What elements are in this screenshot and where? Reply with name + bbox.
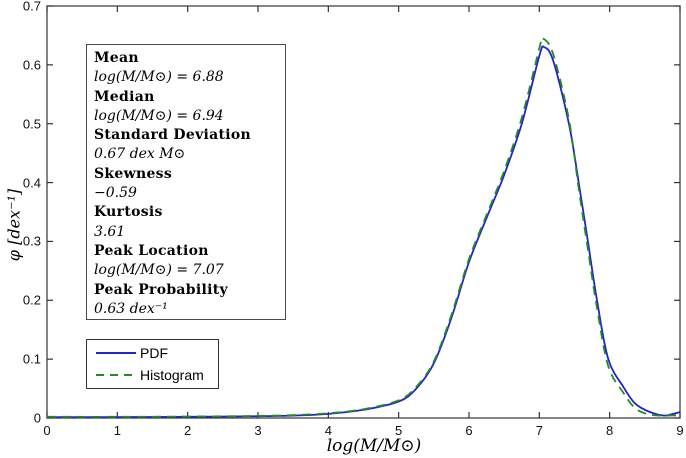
stat-value-peak-location: log(M/M⊙) = 7.07: [94, 262, 224, 279]
legend: PDF Histogram: [86, 339, 219, 389]
axes-frame: [46, 5, 681, 419]
y-tick-label: 0: [33, 410, 41, 426]
stat-label-peak-location: Peak Location: [94, 242, 209, 259]
y-tick-label: 0.3: [22, 233, 41, 249]
x-tick-label: 6: [465, 423, 473, 438]
stat-label-mean: Mean: [94, 50, 139, 66]
stat-label-peak-probability: Peak Probability: [94, 281, 228, 298]
histogram-line-swatch: [96, 374, 136, 376]
y-tick-label: 0.2: [22, 292, 41, 308]
stat-value-kurtosis: 3.61: [94, 223, 126, 240]
y-tick-label: 0.4: [22, 175, 41, 191]
x-tick-label: 7: [535, 423, 543, 438]
legend-entry-histogram: Histogram: [87, 364, 218, 386]
pdf-curve: [46, 45, 681, 419]
stat-label-skewness: Skewness: [94, 165, 173, 182]
legend-label-histogram: Histogram: [140, 367, 204, 383]
stat-value-skewness: −0.59: [94, 185, 137, 202]
y-tick-label: 0.6: [22, 57, 41, 73]
stat-label-kurtosis: Kurtosis: [94, 204, 163, 221]
pdf-line-swatch: [96, 352, 136, 354]
x-tick-label: 3: [254, 423, 262, 438]
stat-label-median: Median: [94, 88, 155, 105]
x-tick-label: 2: [184, 423, 192, 438]
stat-value-median: log(M/M⊙) = 6.94: [94, 107, 224, 124]
tick-marks: [46, 5, 681, 419]
stat-label-std-deviation: Standard Deviation: [94, 127, 252, 144]
x-tick-label: 1: [113, 423, 121, 438]
x-tick-label: 9: [676, 423, 684, 438]
x-tick-label: 4: [324, 423, 332, 438]
stat-value-peak-probability: 0.63 dex⁻¹: [94, 300, 168, 317]
x-tick-label: 0: [43, 423, 51, 438]
stats-box: Mean log(M/M⊙) = 6.88 Median log(M/M⊙) =…: [86, 44, 286, 320]
x-tick-label: 8: [606, 423, 614, 438]
y-axis-label: φ [dex⁻¹]: [4, 188, 24, 262]
stat-value-mean: log(M/M⊙) = 6.88: [94, 69, 224, 86]
stat-value-std-deviation: 0.67 dex M⊙: [94, 146, 186, 163]
x-tick-label: 5: [395, 423, 403, 438]
x-axis-label: log(M/M⊙): [326, 436, 422, 456]
y-tick-label: 0.7: [22, 0, 41, 14]
histogram-curve: [46, 36, 681, 418]
legend-label-pdf: PDF: [140, 345, 168, 361]
y-tick-label: 0.1: [22, 351, 41, 367]
legend-entry-pdf: PDF: [87, 342, 218, 364]
y-tick-label: 0.5: [22, 116, 41, 132]
